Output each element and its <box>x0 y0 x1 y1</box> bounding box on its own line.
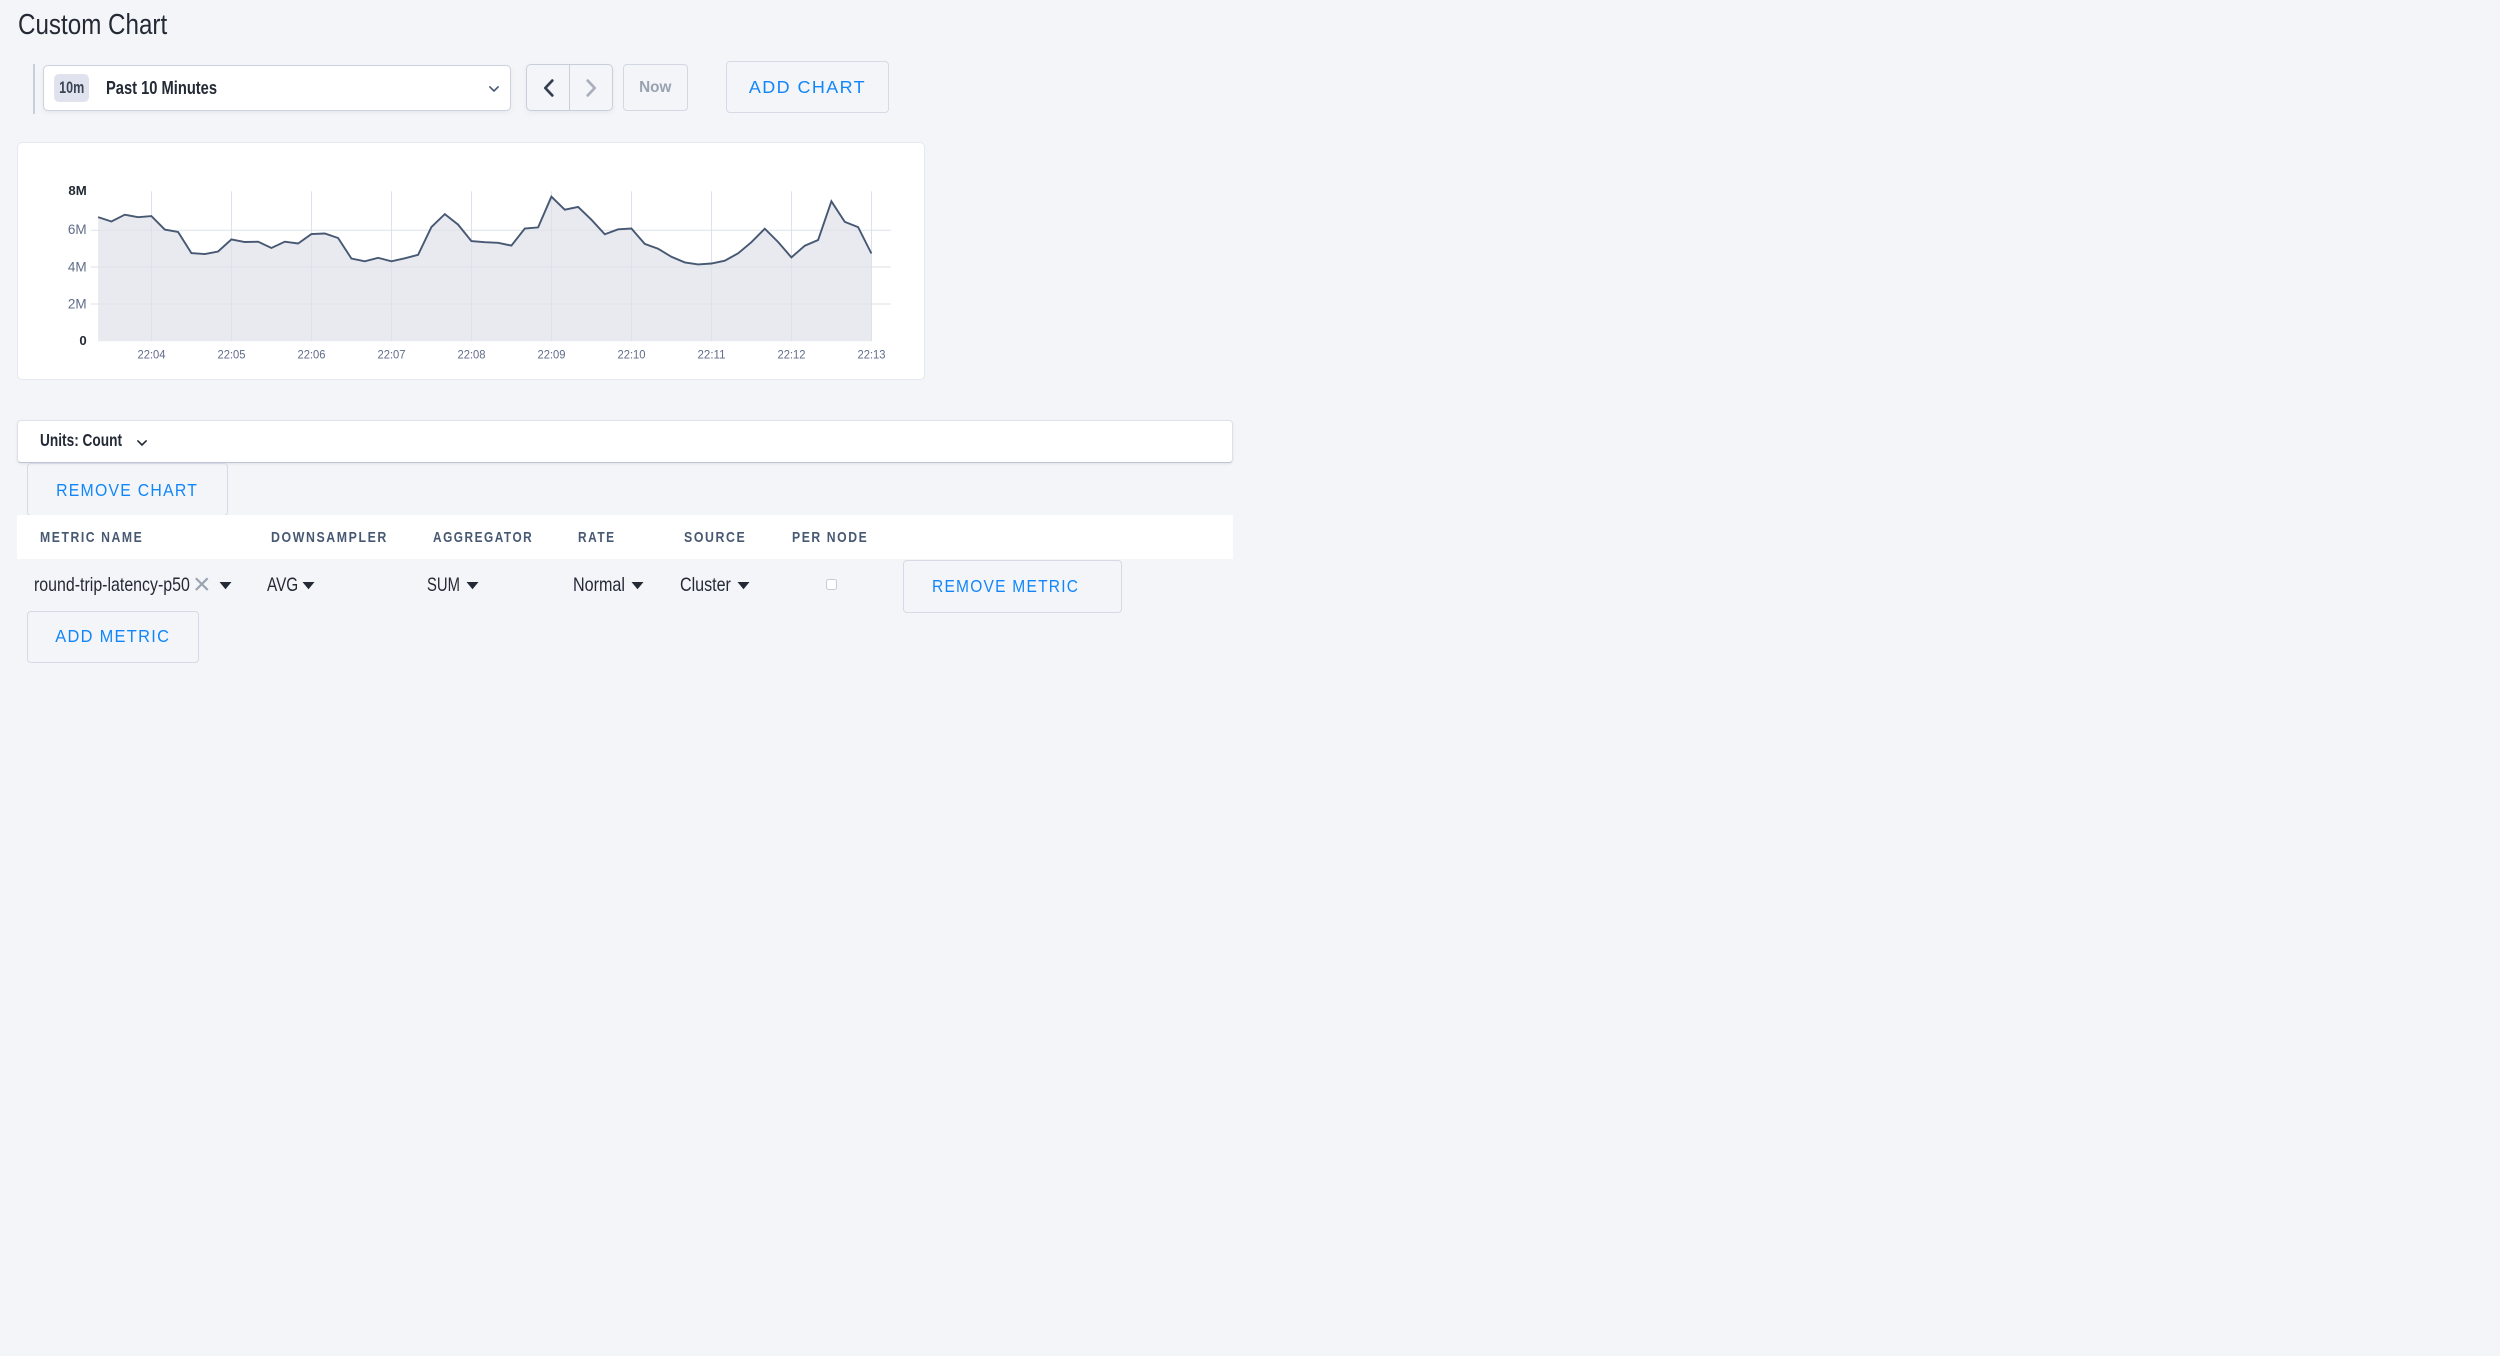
svg-text:8M: 8M <box>68 182 86 197</box>
svg-text:6M: 6M <box>67 222 86 237</box>
svg-text:0: 0 <box>79 333 86 348</box>
svg-text:22:06: 22:06 <box>297 347 325 361</box>
svg-text:22:05: 22:05 <box>217 347 245 361</box>
svg-text:2M: 2M <box>67 296 86 311</box>
svg-text:22:10: 22:10 <box>617 347 645 361</box>
svg-text:22:12: 22:12 <box>777 347 805 361</box>
svg-text:22:11: 22:11 <box>697 347 725 361</box>
svg-text:22:13: 22:13 <box>857 347 885 361</box>
svg-text:22:07: 22:07 <box>377 347 405 361</box>
svg-text:4M: 4M <box>67 259 86 274</box>
svg-text:22:08: 22:08 <box>457 347 485 361</box>
svg-text:22:04: 22:04 <box>137 347 165 361</box>
svg-text:22:09: 22:09 <box>537 347 565 361</box>
